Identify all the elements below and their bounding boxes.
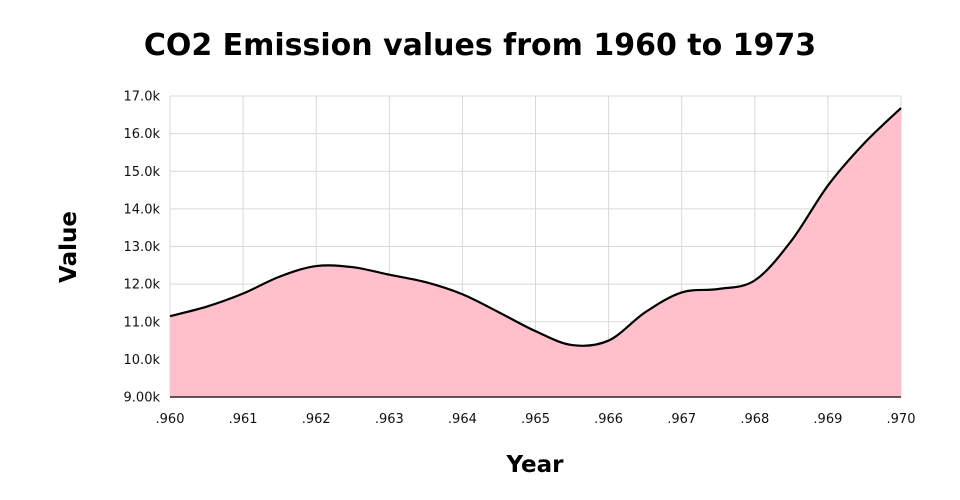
- x-tick-label: .960: [156, 412, 185, 427]
- y-tick-label: 11.0k: [124, 315, 161, 330]
- series-line: [169, 107, 902, 347]
- x-tick-label: .965: [521, 412, 550, 427]
- x-tick-label: .967: [667, 412, 696, 427]
- x-tick-label: .964: [448, 412, 477, 427]
- y-tick-label: 15.0k: [124, 165, 161, 180]
- x-axis-ticks: .960 .961 .962 .963 .964 .965 .966 .967 .968 .969…: [156, 412, 916, 427]
- area-layer: [169, 107, 902, 398]
- y-tick-label: 9.00k: [124, 391, 161, 406]
- y-axis-ticks: 9.00k 10.0k 11.0k 12.0k 13.0k 14.0k 15.0k 16.0k…: [124, 90, 161, 406]
- y-tick-label: 12.0k: [124, 278, 161, 293]
- x-tick-label: .969: [813, 412, 842, 427]
- x-tick-label: .966: [594, 412, 623, 427]
- x-tick-label: .970: [887, 412, 916, 427]
- x-tick-label: .963: [375, 412, 404, 427]
- y-tick-label: 14.0k: [124, 202, 161, 217]
- y-tick-label: 17.0k: [124, 90, 161, 105]
- x-axis-title: Year: [505, 452, 564, 478]
- y-axis-title: Value: [56, 211, 82, 283]
- x-tick-label: .968: [740, 412, 769, 427]
- y-tick-label: 13.0k: [124, 240, 161, 255]
- y-tick-label: 16.0k: [124, 127, 161, 142]
- chart-title: CO2 Emission values from 1960 to 1973: [144, 28, 816, 63]
- x-tick-label: .961: [229, 412, 258, 427]
- area-fill: [170, 108, 901, 397]
- x-tick-label: .962: [302, 412, 331, 427]
- y-tick-label: 10.0k: [124, 353, 161, 368]
